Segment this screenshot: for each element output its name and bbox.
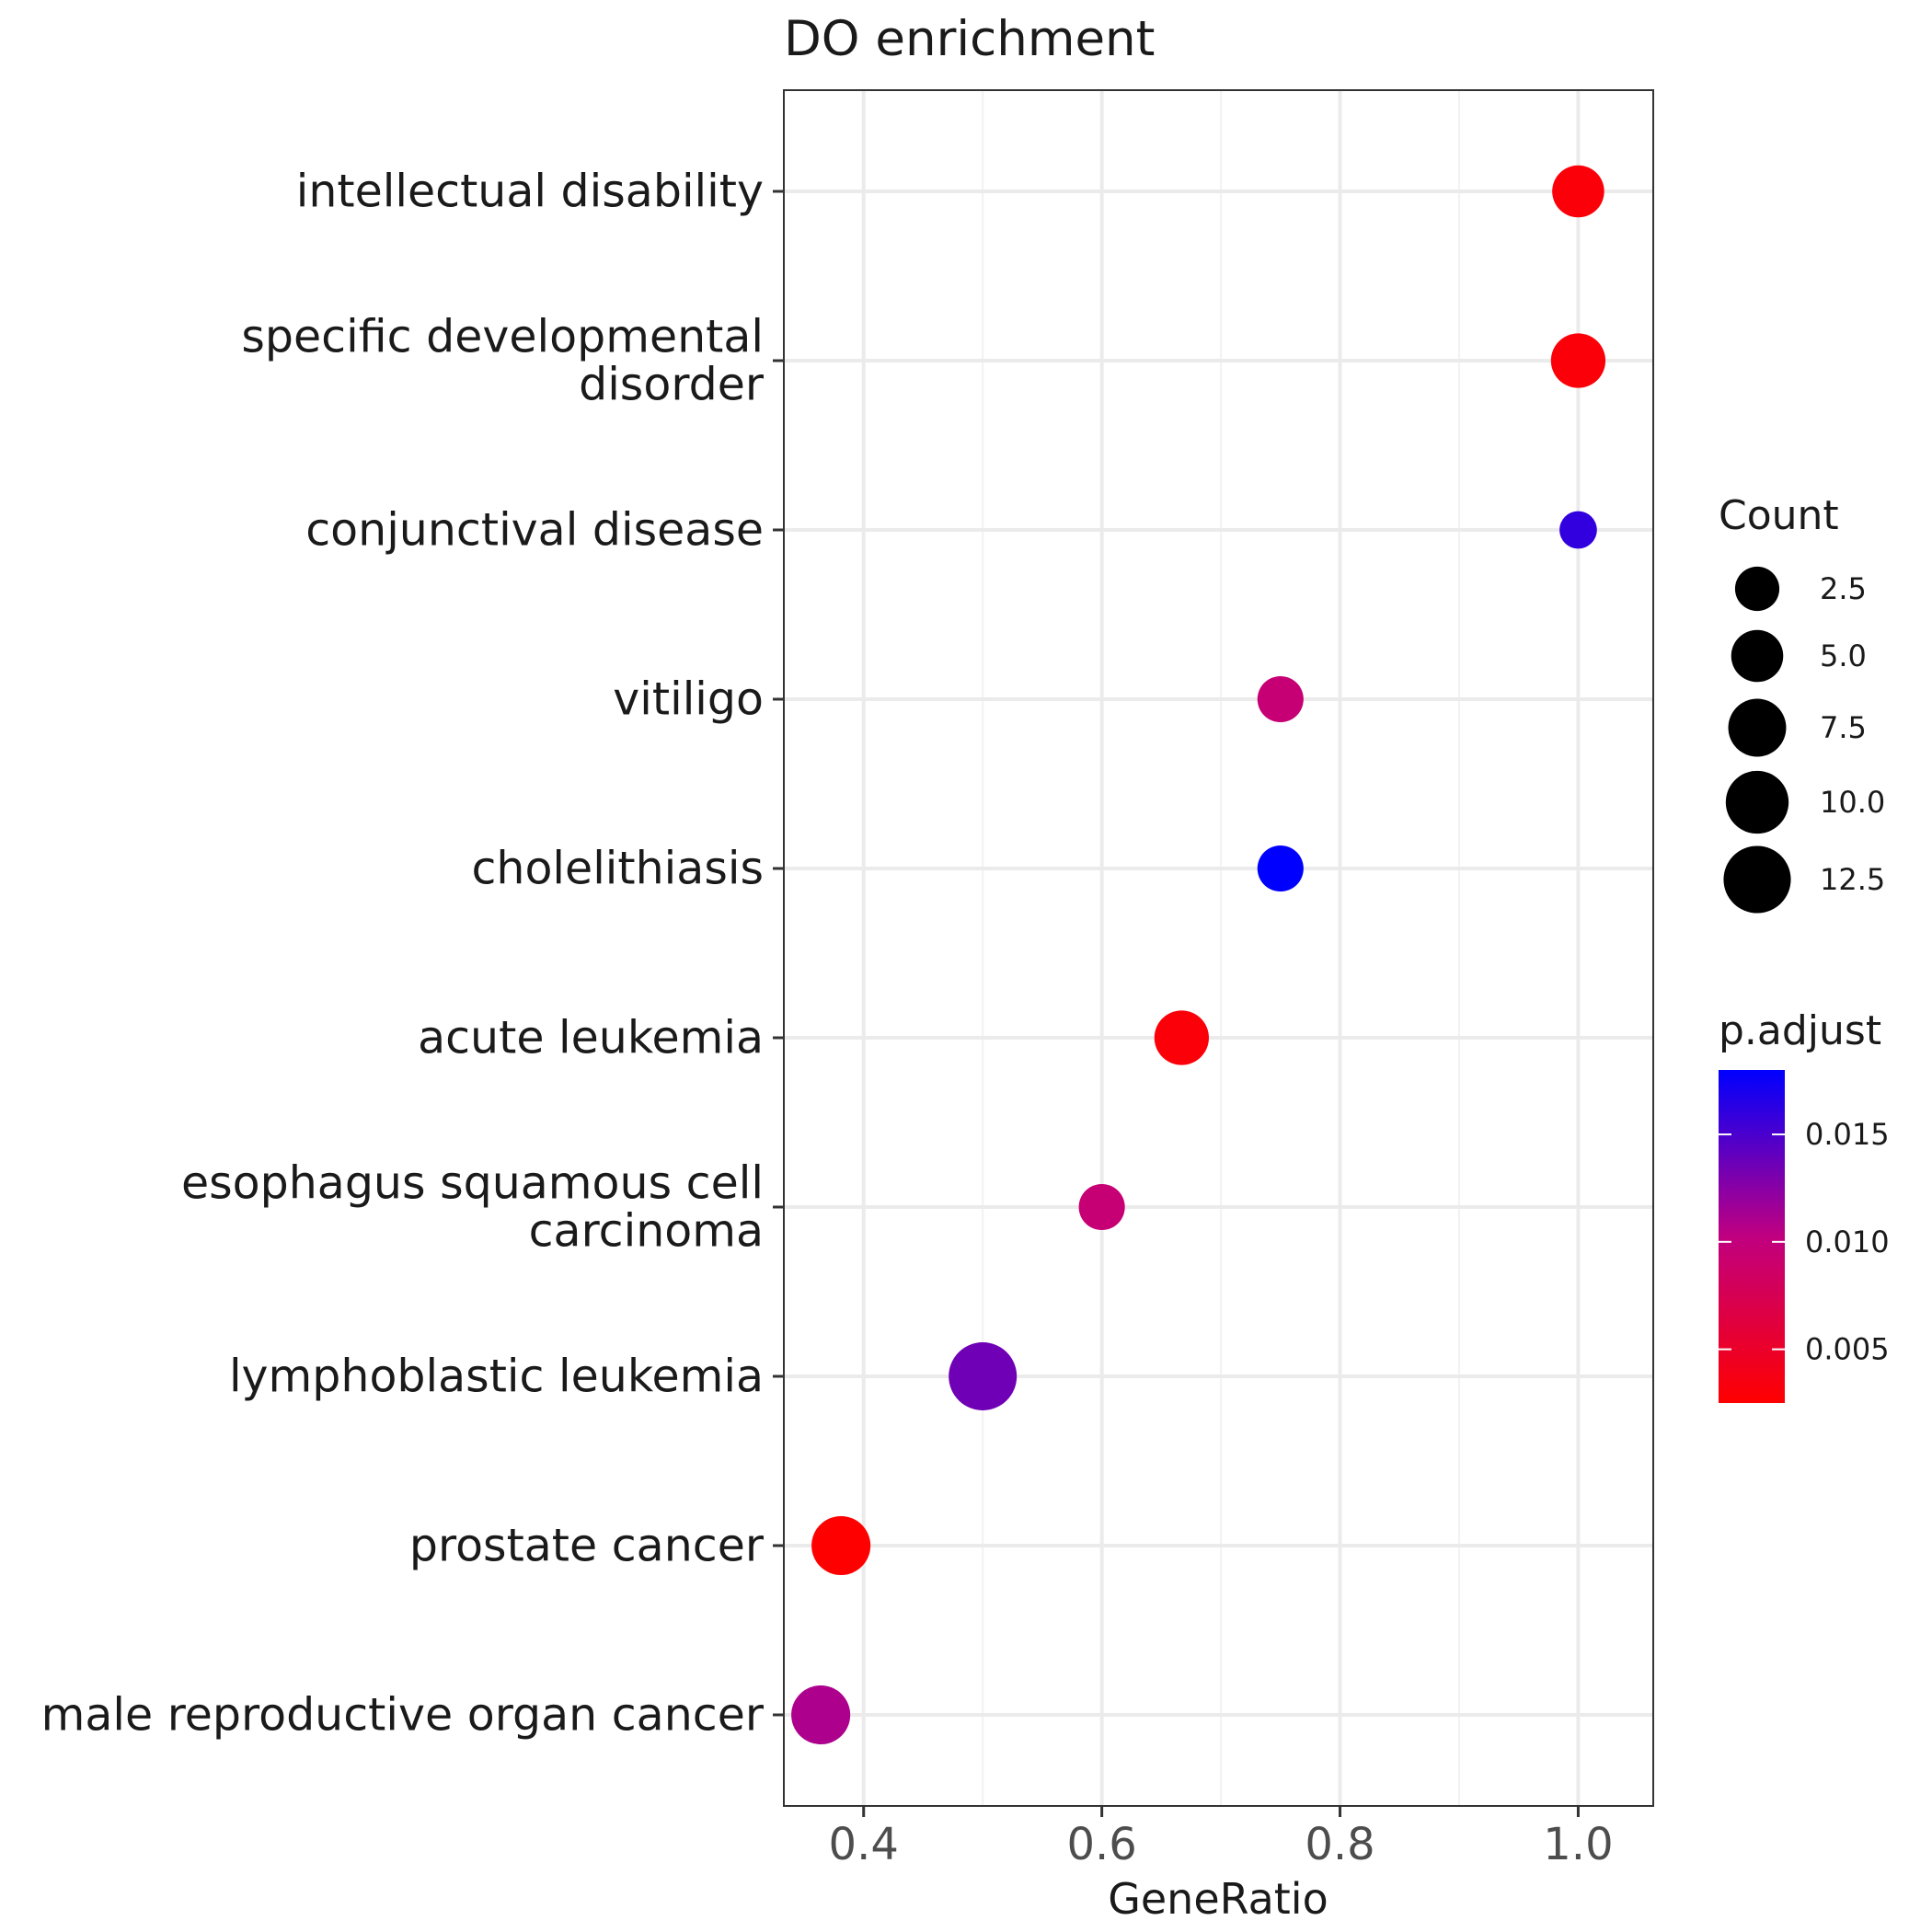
point-male-reproductive-organ-cancer — [791, 1685, 851, 1745]
y-tick-label-specific-developmental-disorder: specific developmental — [241, 311, 764, 363]
plot-panel — [783, 89, 1654, 1807]
y-tick-label-cholelithiasis: cholelithiasis — [471, 843, 764, 895]
y-tick-label-esophagus-squamous-cell-carcinoma: carcinoma — [529, 1205, 764, 1258]
count-legend-key — [1734, 566, 1780, 612]
panel-background — [784, 90, 1653, 1806]
y-tick-label-conjunctival-disease: conjunctival disease — [305, 504, 764, 557]
padjust-tick-label: 0.005 — [1805, 1332, 1890, 1367]
data-points — [791, 165, 1606, 1745]
x-tick-label: 0.8 — [1305, 1819, 1374, 1870]
y-axis: intellectual disability specific developm… — [41, 166, 784, 1742]
count-legend-label: 12.5 — [1820, 862, 1885, 897]
chart-title: DO enrichment — [784, 11, 1155, 67]
count-legend-label: 7.5 — [1820, 710, 1867, 745]
grid-lines — [784, 90, 1653, 1806]
y-tick-label-prostate-cancer: prostate cancer — [409, 1520, 765, 1572]
count-legend-key — [1723, 845, 1791, 914]
x-axis-title: GeneRatio — [1108, 1874, 1328, 1924]
point-prostate-cancer — [811, 1515, 871, 1576]
y-tick-label-vitiligo: vitiligo — [613, 673, 764, 726]
count-legend-key — [1725, 770, 1789, 834]
padjust-tick-label: 0.015 — [1805, 1117, 1890, 1152]
padjust-legend: p.adjust 0.015 0.010 0.005 — [1719, 1007, 1890, 1403]
count-legend: Count 2.5 5.0 7.5 10.0 12.5 — [1719, 492, 1885, 914]
count-legend-label: 5.0 — [1820, 638, 1867, 673]
point-vitiligo — [1257, 675, 1304, 723]
point-acute-leukemia — [1154, 1010, 1209, 1065]
point-cholelithiasis — [1257, 845, 1304, 892]
point-specific-developmental-disorder — [1550, 333, 1606, 388]
point-intellectual-disability — [1552, 165, 1604, 218]
padjust-legend-title: p.adjust — [1719, 1007, 1881, 1054]
x-tick-label: 1.0 — [1543, 1819, 1613, 1870]
padjust-legend-ticks: 0.015 0.010 0.005 — [1719, 1117, 1890, 1367]
y-tick-label-esophagus-squamous-cell-carcinoma: esophagus squamous cell — [181, 1157, 764, 1210]
padjust-tick-label: 0.010 — [1805, 1225, 1890, 1259]
y-tick-label-acute-leukemia: acute leukemia — [418, 1012, 764, 1064]
point-lymphoblastic-leukemia — [949, 1342, 1018, 1410]
count-legend-key — [1728, 698, 1787, 757]
count-legend-key — [1731, 629, 1784, 683]
padjust-colorbar — [1719, 1070, 1785, 1403]
count-legend-label: 2.5 — [1820, 571, 1867, 606]
x-tick-label: 0.4 — [829, 1819, 899, 1870]
x-tick-label: 0.6 — [1066, 1819, 1136, 1870]
count-legend-label: 10.0 — [1820, 785, 1885, 820]
count-legend-title: Count — [1719, 492, 1839, 539]
y-tick-label-male-reproductive-organ-cancer: male reproductive organ cancer — [41, 1689, 765, 1742]
y-tick-label-specific-developmental-disorder: disorder — [579, 359, 765, 411]
point-esophagus-squamous-cell-carcinoma — [1078, 1183, 1125, 1231]
point-conjunctival-disease — [1559, 511, 1597, 549]
count-legend-keys: 2.5 5.0 7.5 10.0 12.5 — [1723, 566, 1885, 914]
y-tick-label-intellectual-disability: intellectual disability — [296, 166, 764, 218]
y-tick-label-lymphoblastic-leukemia: lymphoblastic leukemia — [229, 1351, 764, 1403]
panel-border — [783, 89, 1654, 1807]
x-axis: 0.4 0.6 0.8 1.0 — [829, 1806, 1614, 1870]
